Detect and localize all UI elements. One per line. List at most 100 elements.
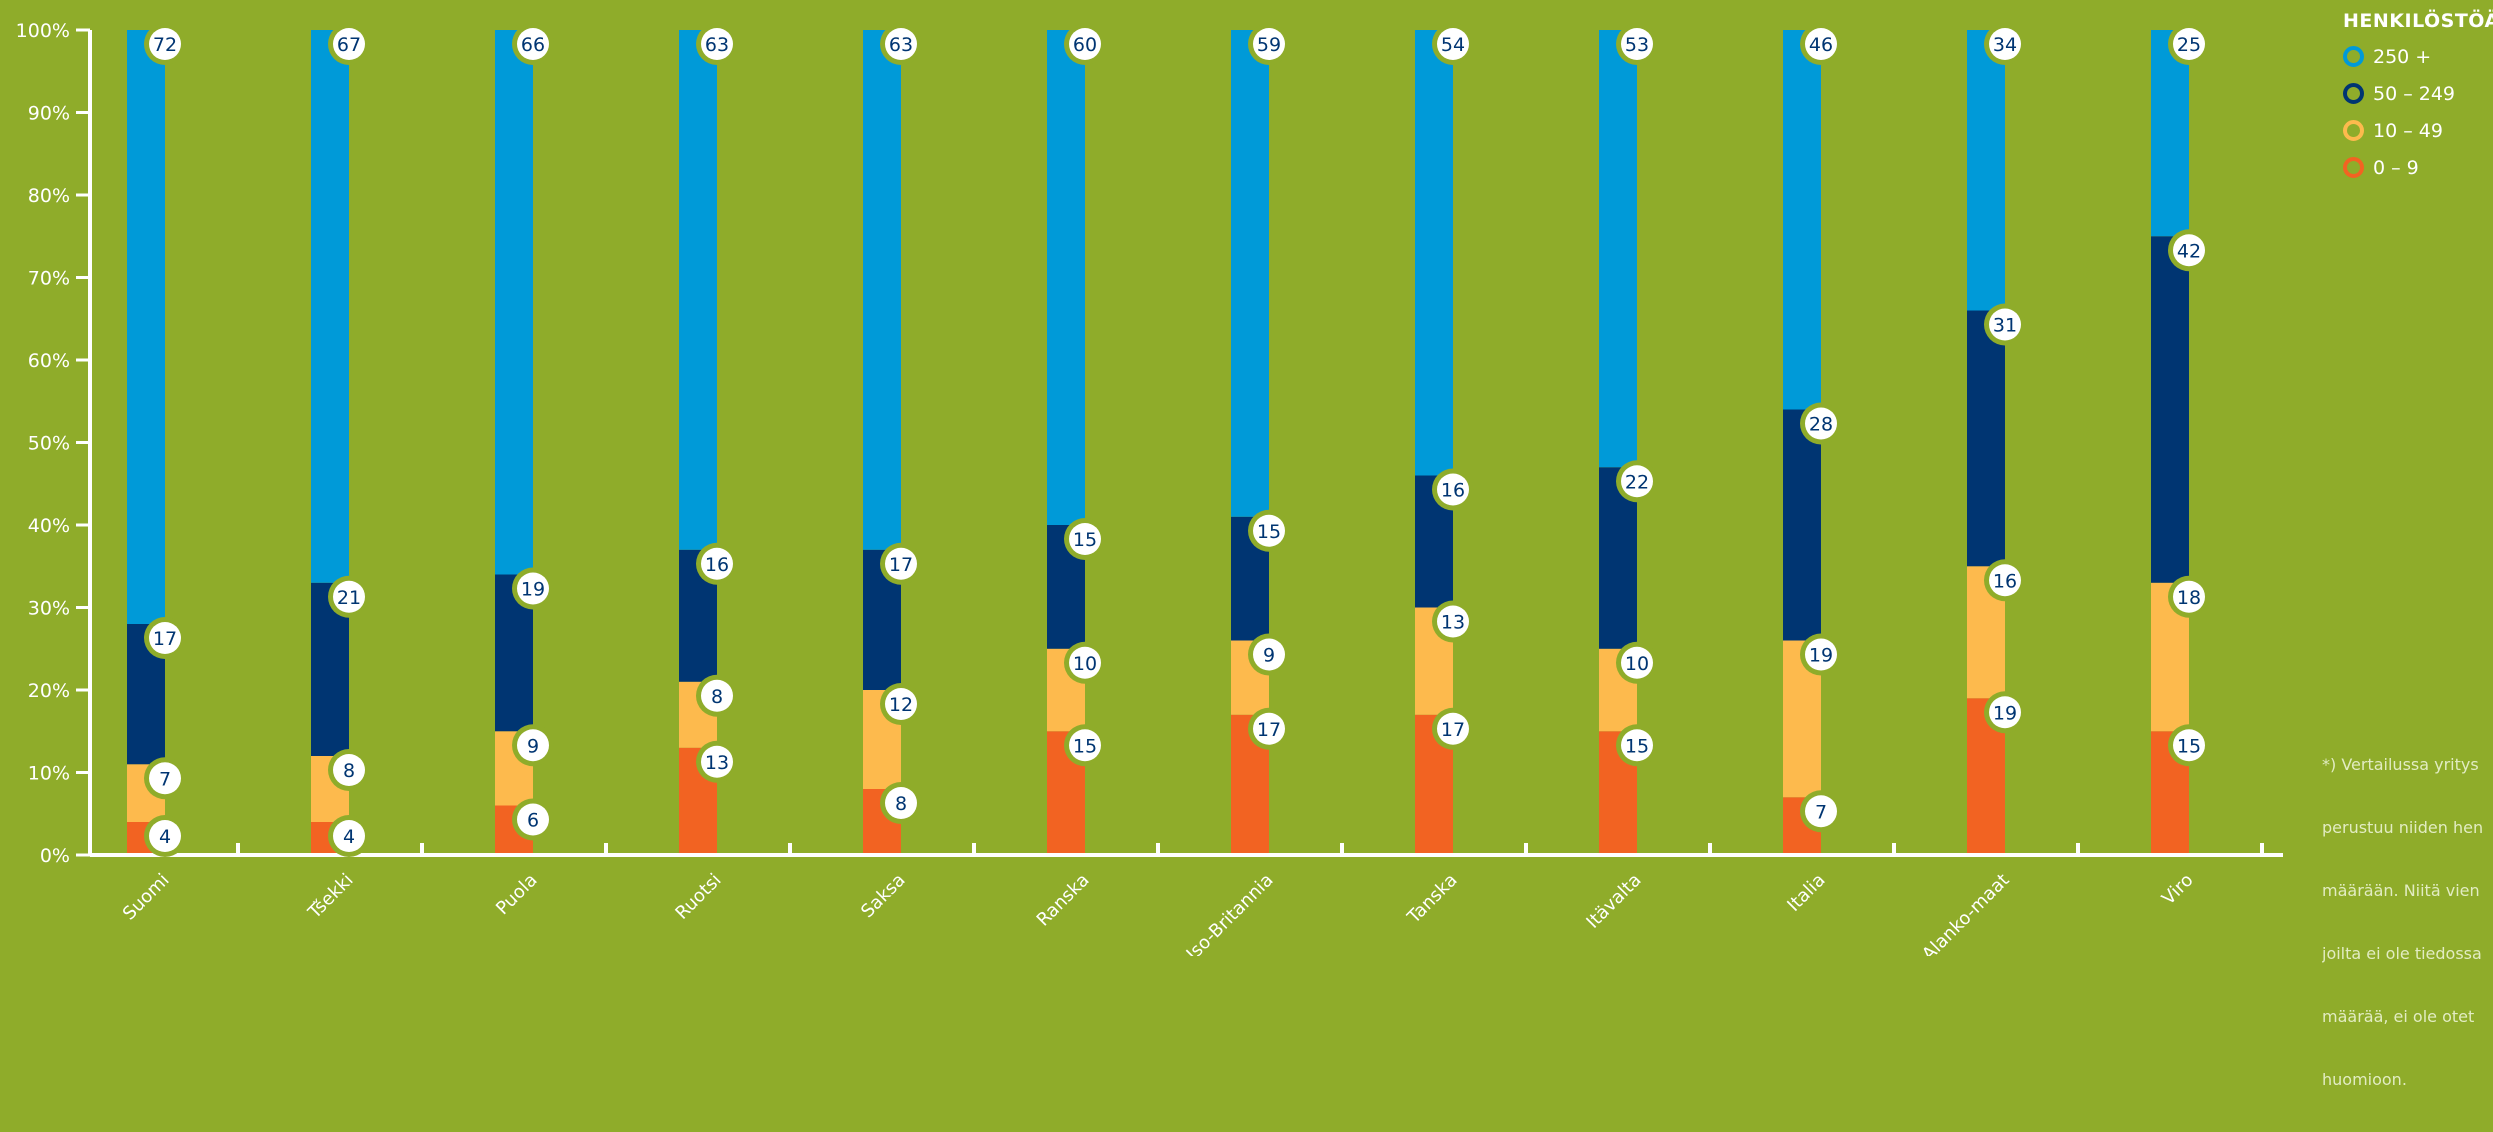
- data-label-badge: [333, 754, 365, 786]
- bar-segment: [1231, 30, 1269, 517]
- legend-ring-icon: [2343, 120, 2364, 141]
- data-label-badge: [517, 572, 549, 605]
- data-label: 6: [527, 810, 539, 832]
- legend-label: 0 – 9: [2373, 156, 2419, 179]
- x-tick-label: Iso-Britannia: [1182, 870, 1277, 956]
- bar-segment: [1967, 30, 2005, 311]
- data-label: 59: [1257, 34, 1281, 56]
- data-label: 15: [1257, 521, 1281, 543]
- footnote-line: huomioon.: [2322, 1070, 2407, 1089]
- data-label: 54: [1441, 34, 1465, 56]
- x-tick-label: Itävalta: [1582, 870, 1645, 933]
- legend-item-50-249: 50 – 249: [2343, 75, 2493, 112]
- data-label: 19: [1809, 645, 1833, 667]
- x-tick-label: Tšekki: [304, 870, 358, 924]
- data-label-badge: [2173, 234, 2205, 267]
- data-label: 15: [2177, 735, 2201, 757]
- data-label: 16: [1993, 570, 2017, 592]
- data-label-badge: [517, 729, 549, 762]
- bar-segment: [127, 30, 165, 624]
- y-tick-label: 0%: [40, 845, 70, 867]
- data-label: 16: [1441, 480, 1465, 502]
- data-label-badge: [885, 547, 917, 580]
- legend-ring-icon: [2343, 157, 2364, 178]
- y-tick-label: 100%: [16, 20, 70, 42]
- bar-segment: [2151, 30, 2189, 237]
- data-label-badge: [1253, 712, 1285, 745]
- bar-segment: [863, 30, 901, 550]
- legend: HENKILÖSTÖÄ 250 + 50 – 249 10 – 49 0 – 9: [2343, 10, 2493, 186]
- data-label: 9: [527, 735, 539, 757]
- y-tick-label: 20%: [28, 680, 70, 702]
- bar-segment: [2151, 236, 2189, 583]
- data-label: 19: [521, 579, 545, 601]
- x-tick-label: Saksa: [857, 870, 910, 923]
- data-label-badge: [1989, 308, 2021, 341]
- data-label-badge: [1069, 523, 1101, 555]
- data-label-badge: [1069, 729, 1101, 762]
- data-label-badge: [1253, 28, 1285, 60]
- data-label-badge: [149, 622, 181, 654]
- data-label: 12: [889, 694, 913, 716]
- data-label-badge: [701, 28, 733, 60]
- data-label: 16: [705, 554, 729, 576]
- footnote-line: joilta ei ole tiedossa: [2322, 944, 2482, 963]
- footnote: *) Vertailussa yritys perustuu niiden he…: [2322, 712, 2493, 1132]
- data-label: 15: [1073, 735, 1097, 757]
- data-label-badge: [1989, 564, 2021, 597]
- y-tick-label: 90%: [28, 103, 70, 125]
- legend-item-10-49: 10 – 49: [2343, 112, 2493, 149]
- data-label-badge: [2173, 28, 2205, 60]
- footnote-line: perustuu niiden hen: [2322, 818, 2484, 837]
- data-label: 17: [153, 628, 177, 650]
- bar-segment: [1967, 310, 2005, 567]
- data-label-badge: [149, 762, 181, 795]
- bar-segment: [1783, 30, 1821, 410]
- data-label: 17: [889, 554, 913, 576]
- data-label: 15: [1625, 735, 1649, 757]
- data-label-badge: [1621, 465, 1653, 498]
- data-label-badge: [1989, 696, 2021, 729]
- y-tick-label: 30%: [28, 598, 70, 620]
- data-label: 7: [159, 768, 171, 790]
- legend-item-0-9: 0 – 9: [2343, 149, 2493, 186]
- data-label-badge: [2173, 729, 2205, 762]
- bar-segment: [1599, 30, 1637, 468]
- data-label: 17: [1441, 719, 1465, 741]
- data-label-badge: [1069, 28, 1101, 60]
- y-tick-label: 60%: [28, 350, 70, 372]
- legend-ring-icon: [2343, 83, 2364, 104]
- data-label: 10: [1073, 653, 1097, 675]
- data-label-badge: [701, 745, 733, 778]
- bar-segment: [495, 30, 533, 575]
- data-label-badge: [149, 28, 181, 60]
- data-label: 53: [1625, 34, 1649, 56]
- legend-label: 10 – 49: [2373, 119, 2443, 142]
- data-label: 8: [711, 686, 723, 708]
- data-label-badge: [1805, 407, 1837, 440]
- data-label: 19: [1993, 702, 2017, 724]
- data-label-badge: [1437, 712, 1469, 745]
- data-label: 25: [2177, 34, 2201, 56]
- data-label-badge: [701, 547, 733, 580]
- data-label: 67: [337, 34, 361, 56]
- data-label-badge: [2173, 580, 2205, 613]
- data-label: 28: [1809, 414, 1833, 436]
- footnote-line: määrää, ei ole otet: [2322, 1007, 2475, 1026]
- data-label-badge: [1805, 795, 1837, 828]
- x-tick-label: Italia: [1783, 870, 1829, 916]
- y-tick-label: 50%: [28, 433, 70, 455]
- legend-ring-icon: [2343, 46, 2364, 67]
- data-label-badge: [1069, 646, 1101, 679]
- data-label: 63: [705, 34, 729, 56]
- data-label-badge: [1621, 646, 1653, 679]
- data-label: 18: [2177, 587, 2201, 609]
- x-tick-label: Tanska: [1403, 870, 1462, 929]
- data-label: 42: [2177, 240, 2201, 262]
- data-label: 10: [1625, 653, 1649, 675]
- data-label-badge: [1437, 473, 1469, 506]
- data-label: 4: [159, 826, 171, 848]
- data-label: 66: [521, 34, 545, 56]
- data-label: 7: [1815, 801, 1827, 823]
- x-tick-label: Suomi: [119, 870, 174, 925]
